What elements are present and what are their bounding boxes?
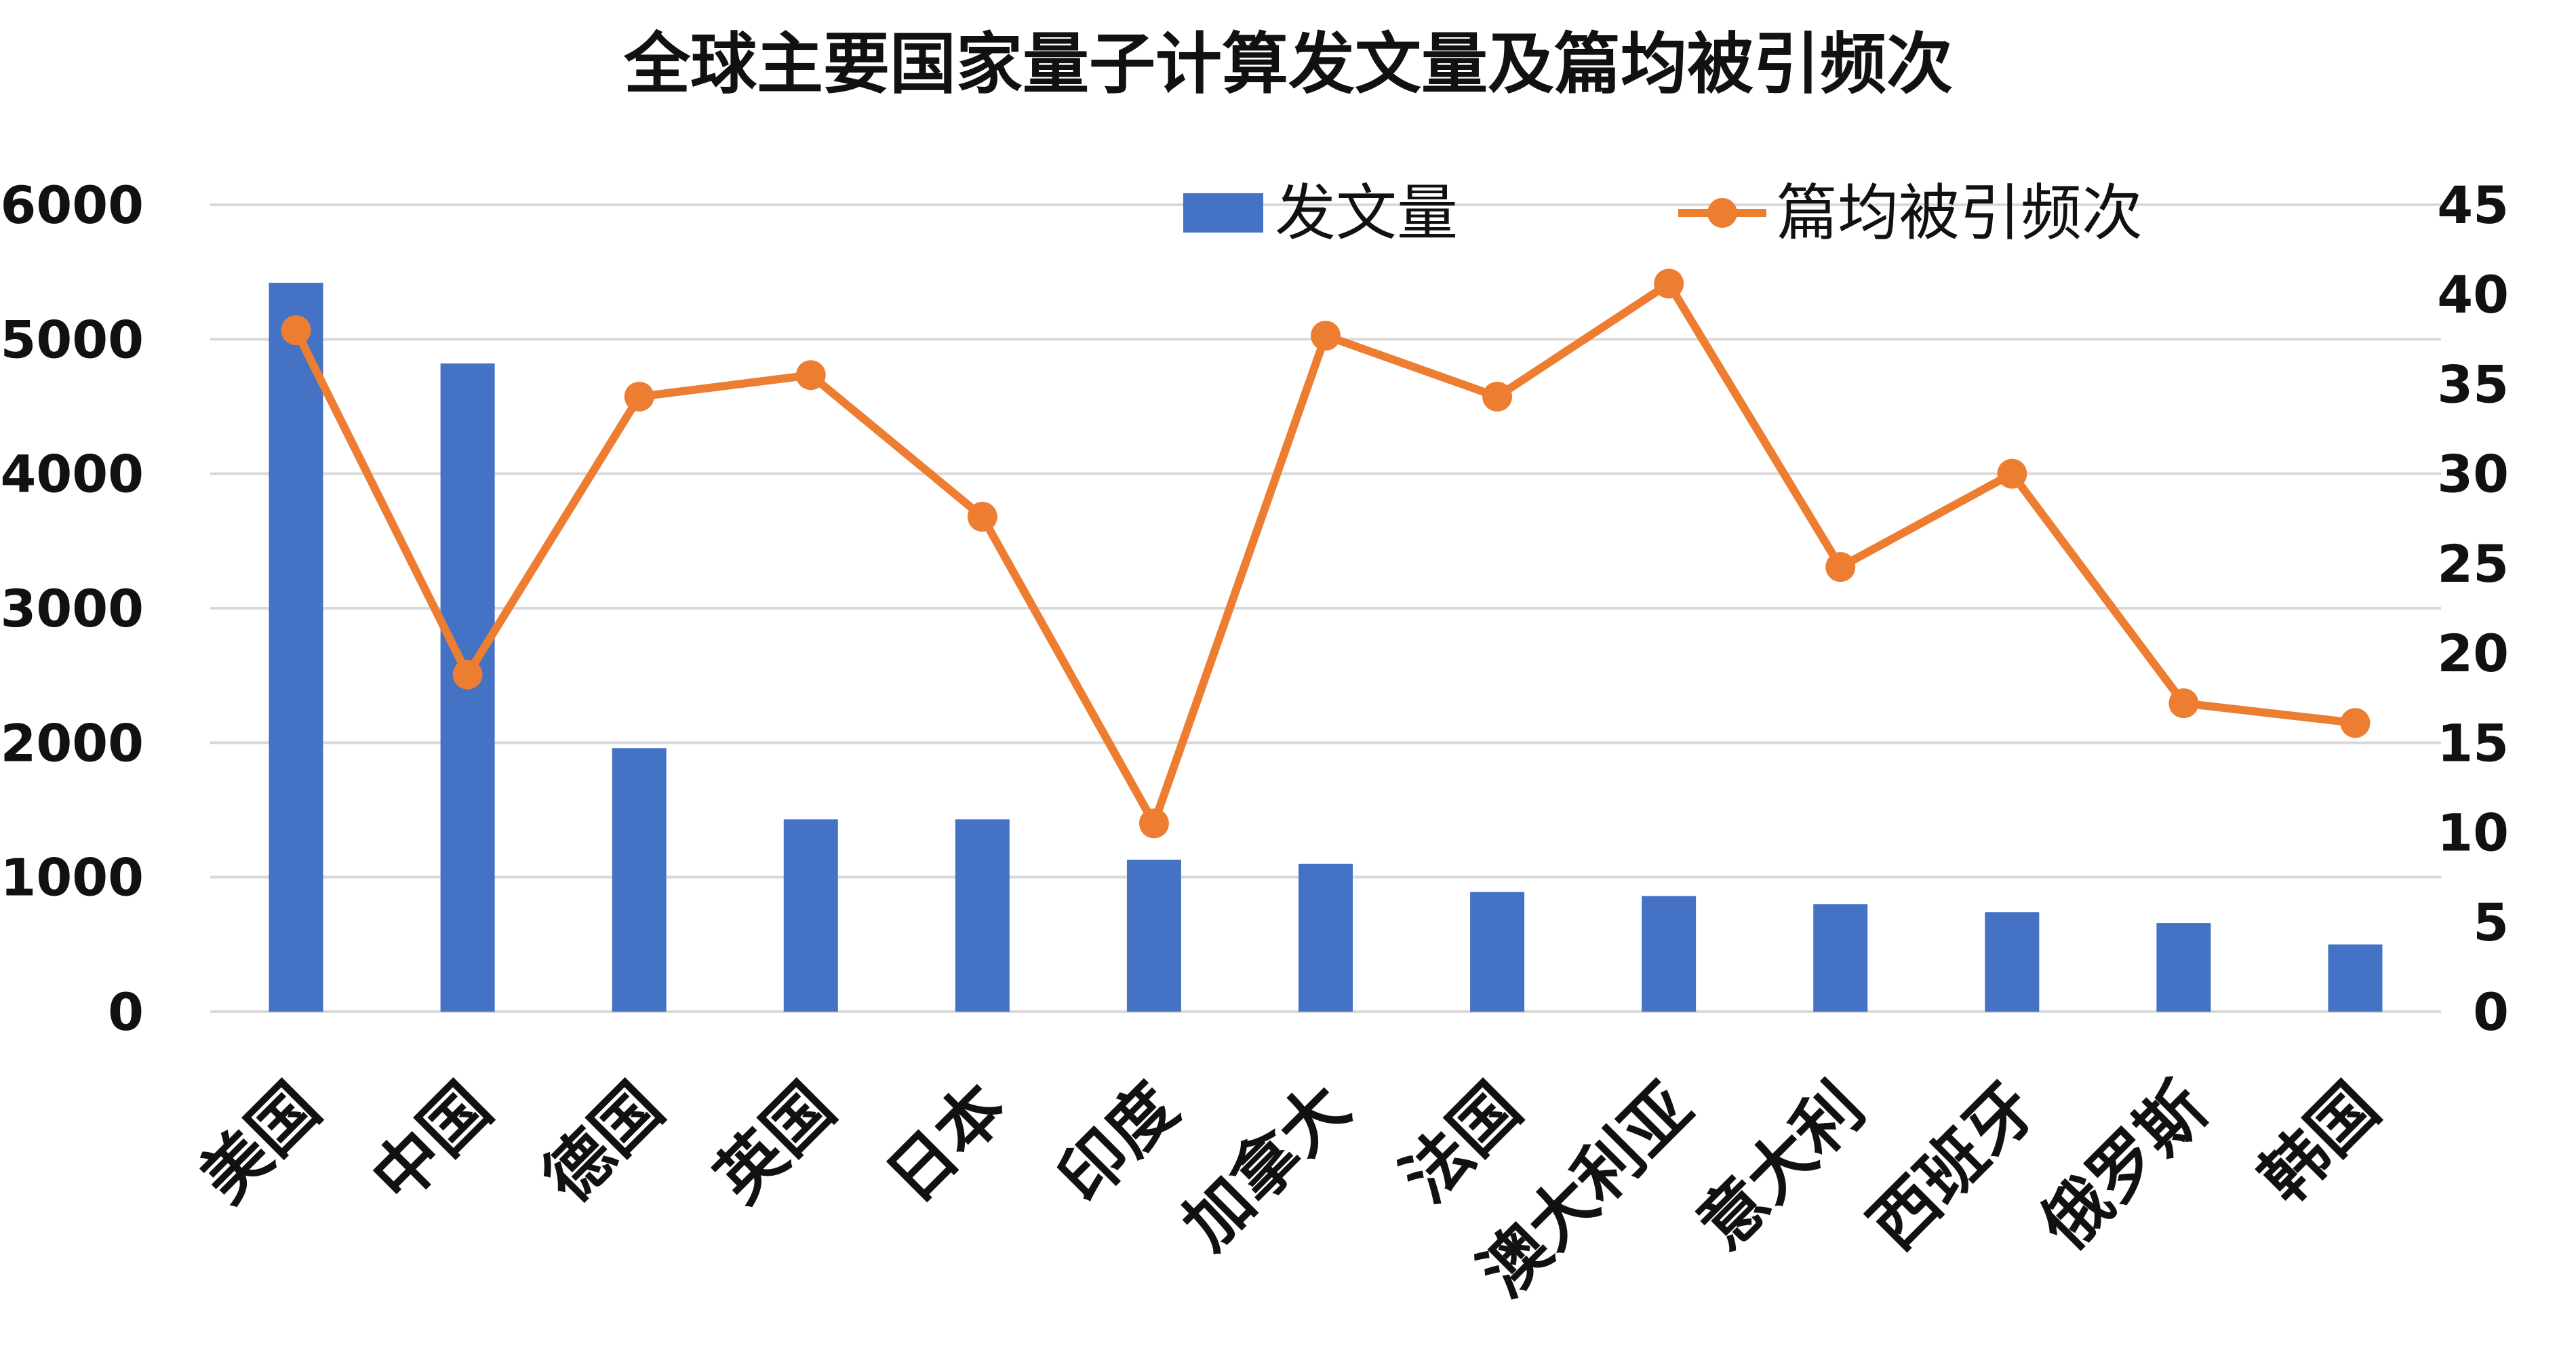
- chart-title: 全球主要国家量子计算发文量及篇均被引频次: [623, 26, 1953, 103]
- category-label: 法国: [1387, 1069, 1536, 1217]
- category-label: 美国: [186, 1069, 334, 1217]
- legend-label-publications: 发文量: [1275, 178, 1458, 249]
- point-意大利: [1825, 552, 1856, 582]
- left-tick-label: 4000: [0, 444, 144, 504]
- right-tick-label: 40: [2437, 264, 2509, 325]
- bar-加拿大: [1299, 863, 1353, 1012]
- right-tick-label: 5: [2473, 892, 2509, 953]
- point-印度: [1138, 808, 1169, 839]
- point-英国: [795, 360, 826, 391]
- point-加拿大: [1311, 321, 1341, 351]
- category-label: 意大利: [1684, 1069, 1880, 1265]
- right-tick-label: 15: [2437, 713, 2509, 773]
- bar-意大利: [1813, 904, 1868, 1012]
- line-series: [281, 269, 2371, 839]
- right-tick-label: 20: [2437, 623, 2509, 683]
- category-label: 西班牙: [1855, 1069, 2051, 1265]
- bar-韩国: [2328, 944, 2383, 1012]
- bar-印度: [1126, 859, 1181, 1012]
- left-tick-label: 5000: [0, 309, 144, 370]
- legend: 发文量 篇均被引频次: [1183, 178, 2143, 249]
- right-tick-label: 10: [2437, 803, 2509, 863]
- bar-德国: [612, 748, 667, 1012]
- bar-俄罗斯: [2156, 923, 2211, 1012]
- left-tick-label: 6000: [0, 175, 144, 235]
- point-澳大利亚: [1654, 269, 1684, 299]
- right-tick-label: 45: [2437, 175, 2509, 235]
- left-tick-label: 3000: [0, 578, 144, 639]
- category-label: 韩国: [2245, 1069, 2394, 1217]
- right-axis-ticks: 0 5 10 15 20 25 30 35 40 45: [2437, 175, 2509, 1042]
- left-tick-label: 0: [108, 982, 144, 1042]
- left-tick-label: 2000: [0, 713, 144, 773]
- legend-bar-swatch: [1183, 193, 1263, 233]
- point-法国: [1482, 381, 1513, 412]
- category-label: 俄罗斯: [2026, 1069, 2222, 1265]
- point-西班牙: [1997, 458, 2027, 489]
- bar-澳大利亚: [1642, 896, 1697, 1012]
- bar-series: [269, 283, 2383, 1012]
- bar-法国: [1470, 892, 1525, 1012]
- legend-label-citations: 篇均被引频次: [1777, 178, 2143, 249]
- category-label: 印度: [1044, 1069, 1193, 1217]
- right-tick-label: 35: [2437, 354, 2509, 414]
- point-俄罗斯: [2168, 688, 2199, 719]
- point-美国: [281, 315, 311, 346]
- legend-line-marker: [1707, 198, 1737, 228]
- left-tick-label: 1000: [0, 848, 144, 908]
- point-日本: [967, 502, 997, 532]
- bar-日本: [955, 819, 1010, 1012]
- point-中国: [452, 659, 483, 690]
- point-韩国: [2340, 708, 2371, 738]
- category-label: 中国: [357, 1069, 506, 1217]
- right-tick-label: 25: [2437, 534, 2509, 594]
- bar-英国: [783, 819, 838, 1012]
- point-德国: [624, 381, 654, 412]
- bar-美国: [269, 283, 323, 1012]
- left-axis-ticks: 0 1000 2000 3000 4000 5000 6000: [0, 175, 144, 1042]
- bar-西班牙: [1985, 912, 2040, 1012]
- category-label: 英国: [701, 1069, 850, 1217]
- category-label: 德国: [529, 1069, 677, 1217]
- right-tick-label: 0: [2473, 982, 2509, 1042]
- category-label: 日本: [873, 1069, 1021, 1217]
- right-tick-label: 30: [2437, 444, 2509, 504]
- category-label: 加拿大: [1168, 1069, 1364, 1265]
